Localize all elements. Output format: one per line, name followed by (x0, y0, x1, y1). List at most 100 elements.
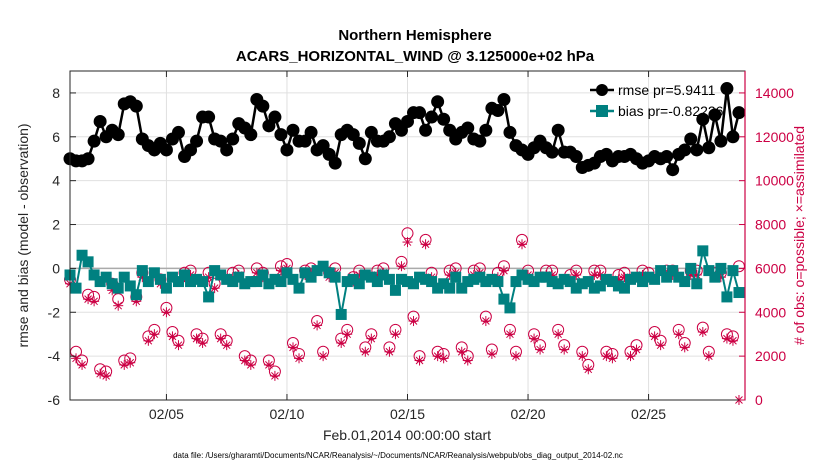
asterisk-stroke (84, 295, 92, 303)
bias-point (661, 271, 673, 283)
rmse-point (93, 114, 107, 128)
rmse-point (461, 121, 475, 135)
bias-point (667, 265, 679, 277)
bias-point (637, 276, 649, 288)
bias-point (185, 276, 197, 288)
obs-assimilated-point (679, 342, 690, 353)
bias-point (588, 282, 600, 294)
legend: rmse pr=5.9411 bias pr=-0.82226 (590, 82, 724, 119)
bias-point (564, 276, 576, 288)
asterisk-stroke (439, 354, 448, 363)
bias-point (715, 262, 727, 274)
rmse-point (720, 82, 734, 96)
asterisk-stroke (385, 347, 394, 356)
bias-point (281, 267, 293, 279)
y-axis-label-left: rmse and bias (model - observation) (15, 123, 31, 347)
bias-point (305, 271, 317, 283)
bias-point (655, 265, 667, 277)
bias-point (257, 269, 269, 281)
obs-assimilated-point (269, 370, 280, 381)
bias-point (233, 271, 245, 283)
obs-assimilated-point (173, 340, 184, 351)
obs-assimilated-point (631, 344, 642, 355)
asterisk-stroke (397, 262, 406, 271)
obs-assimilated-point (456, 346, 467, 357)
obs-assimilated-point (583, 364, 594, 375)
bias-point (221, 273, 233, 285)
rmse-point (171, 125, 185, 139)
rmse-point (419, 123, 433, 137)
bias-point (359, 269, 371, 281)
asterisk-stroke (632, 345, 641, 354)
y-right-tick-label: 10000 (755, 173, 794, 189)
obs-assimilated-point (239, 355, 250, 366)
obs-assimilated-point (607, 353, 618, 364)
bias-point (558, 273, 570, 285)
rmse-point (159, 143, 173, 157)
rmse-point (202, 110, 216, 124)
obs-assimilated-point (462, 355, 473, 366)
bias-point (179, 269, 191, 281)
bias-point (438, 278, 450, 290)
chart-subtitle: ACARS_HORIZONTAL_WIND @ 3.125000e+02 hPa (236, 48, 595, 65)
rmse-point (551, 123, 565, 137)
asterisk-stroke (409, 317, 418, 325)
bias-point (498, 293, 510, 305)
asterisk-stroke (265, 361, 273, 369)
asterisk-stroke (90, 297, 98, 306)
obs-assimilated-point (366, 333, 377, 344)
bias-point (685, 262, 697, 274)
bias-point (576, 278, 588, 290)
rmse-point (413, 106, 427, 120)
bias-point (209, 265, 221, 277)
rmse-point (684, 132, 698, 146)
legend-bias-marker (596, 105, 608, 117)
rmse-point (425, 110, 439, 124)
asterisk-stroke (421, 240, 430, 249)
rmse-point (473, 134, 487, 148)
rmse-point (244, 128, 258, 142)
rmse-point (358, 152, 372, 166)
rmse-point (129, 99, 143, 113)
bias-point (624, 273, 636, 285)
obs-assimilated-point (89, 296, 100, 307)
bias-point (414, 271, 426, 283)
rmse-point (690, 143, 704, 157)
bias-point (383, 273, 395, 285)
obs-assimilated-point (625, 351, 636, 362)
asterisk-stroke (391, 330, 400, 339)
x-tick-label: 02/25 (631, 406, 666, 422)
obs-assimilated-point (535, 344, 546, 355)
bias-point (468, 273, 480, 285)
bias-point (600, 273, 612, 285)
obs-assimilated-point (149, 329, 160, 340)
bias-point (709, 271, 721, 283)
bias-point (631, 271, 643, 283)
obs-assimilated-point (408, 316, 419, 327)
rmse-point (226, 132, 240, 146)
asterisk-stroke (210, 284, 219, 292)
rmse-point (431, 95, 445, 109)
obs-assimilated-point (191, 333, 202, 344)
asterisk-stroke (319, 352, 327, 360)
rmse-point (274, 128, 288, 142)
y-right-tick-label: 14000 (755, 85, 794, 101)
bias-point (371, 276, 383, 288)
legend-rmse-label: rmse pr=5.9411 (618, 82, 716, 98)
bias-point (679, 276, 691, 288)
bias-point (697, 245, 709, 257)
obs-assimilated-point (420, 239, 431, 250)
bias-point (341, 276, 353, 288)
asterisk-stroke (560, 345, 569, 354)
asterisk-stroke (72, 354, 80, 363)
footnote: data file: /Users/gharamti/Documents/NCA… (173, 451, 623, 460)
obs-assimilated-point (209, 283, 220, 294)
bias-point (335, 308, 347, 320)
asterisk-stroke (192, 334, 201, 343)
bias-point (353, 278, 365, 290)
rmse-point (714, 134, 728, 148)
bias-point (540, 271, 552, 283)
asterisk-stroke (729, 336, 737, 345)
obs-assimilated-point (703, 351, 714, 362)
